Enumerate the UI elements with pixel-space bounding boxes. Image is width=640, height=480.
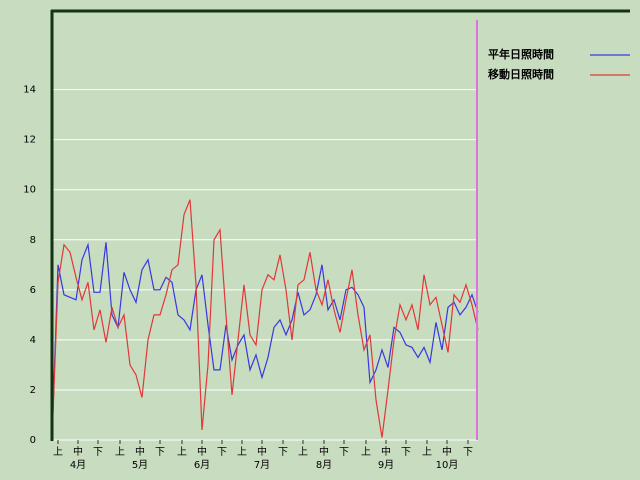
month-label: 5月	[132, 459, 148, 471]
series-line	[51, 242, 479, 441]
x-tick-label: 下	[217, 447, 227, 458]
x-tick-label: 下	[155, 447, 165, 458]
x-tick-label: 下	[278, 447, 288, 458]
x-tick-label: 上	[422, 446, 432, 458]
x-tick-label: 上	[298, 446, 308, 458]
month-label: 4月	[70, 459, 86, 471]
x-tick-label: 下	[401, 447, 411, 458]
x-tick-label: 中	[197, 445, 207, 458]
plot	[51, 199, 479, 441]
grid	[52, 89, 478, 441]
x-tick-label: 下	[93, 447, 103, 458]
y-tick-label: 14	[23, 85, 36, 96]
month-label: 7月	[254, 459, 270, 471]
legend-label: 平年日照時間	[488, 47, 554, 61]
series-line	[51, 199, 479, 441]
x-tick-label: 下	[463, 447, 473, 458]
x-tick-label: 中	[73, 445, 83, 458]
x-tick-label: 上	[237, 446, 247, 458]
y-tick-label: 2	[30, 385, 36, 396]
x-tick-label: 下	[339, 447, 349, 458]
y-tick-label: 8	[30, 235, 36, 246]
x-tick-label: 中	[319, 445, 329, 458]
x-tick-label: 上	[53, 446, 63, 458]
y-tick-label: 10	[23, 185, 36, 196]
month-label: 9月	[378, 459, 394, 471]
x-tick-label: 上	[361, 446, 371, 458]
x-tick-label: 中	[442, 445, 452, 458]
month-label: 10月	[436, 459, 459, 471]
x-tick-label: 上	[177, 446, 187, 458]
y-tick-label: 4	[30, 335, 36, 346]
y-tick-label: 12	[23, 135, 36, 146]
labels: 02468101214上中下上中下上中下上中下上中下上中下上中下4月 5月 6月 7月…	[23, 47, 630, 471]
x-tick-label: 上	[115, 446, 125, 458]
y-tick-label: 6	[30, 285, 36, 296]
x-tick-label: 中	[381, 445, 391, 458]
x-tick-label: 中	[135, 445, 145, 458]
month-label: 8月	[316, 459, 332, 471]
y-tick-label: 0	[30, 435, 36, 446]
legend-label: 移動日照時間	[488, 67, 554, 81]
x-tick-label: 中	[257, 445, 267, 458]
month-label: 6月	[194, 459, 210, 471]
